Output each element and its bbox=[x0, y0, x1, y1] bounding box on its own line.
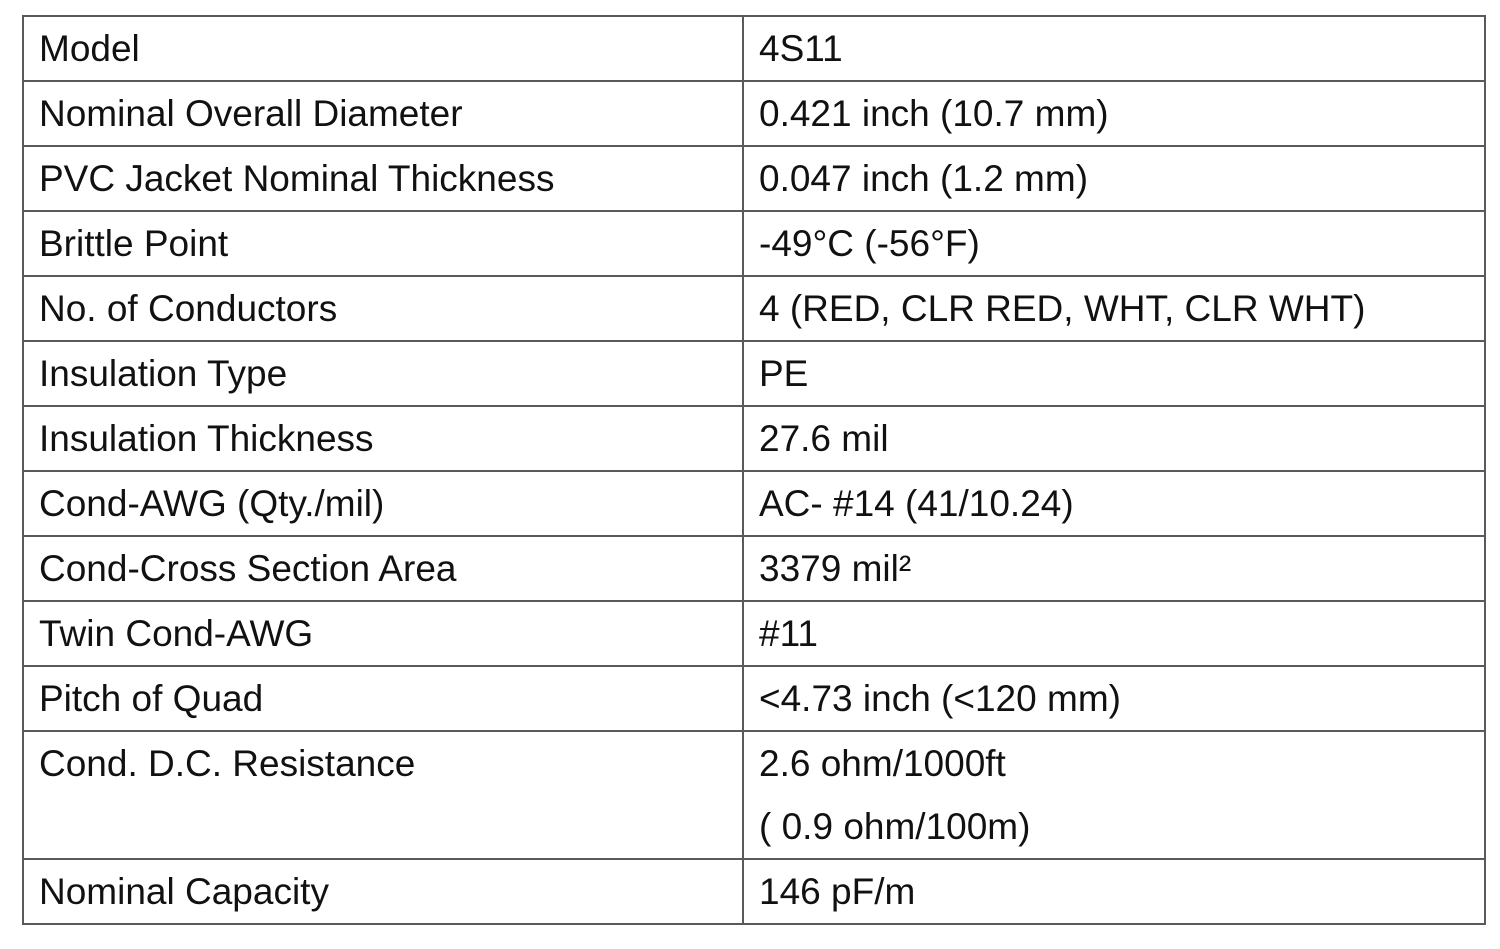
table-row: Model 4S11 bbox=[22, 15, 1486, 82]
table-row: Pitch of Quad <4.73 inch (<120 mm) bbox=[22, 665, 1486, 732]
spec-label: Insulation Type bbox=[22, 340, 744, 407]
table-row: PVC Jacket Nominal Thickness 0.047 inch (… bbox=[22, 145, 1486, 212]
spec-value: 2.6 ohm/1000ft ( 0.9 ohm/100m) bbox=[742, 730, 1486, 860]
spec-value: PE bbox=[742, 340, 1486, 407]
spec-value: 3379 mil² bbox=[742, 535, 1486, 602]
spec-value-line: 4S11 bbox=[759, 28, 843, 69]
spec-value: 4S11 bbox=[742, 15, 1486, 82]
spec-label: Model bbox=[22, 15, 744, 82]
spec-value-line: 146 pF/m bbox=[759, 871, 916, 912]
spec-value-line: <4.73 inch (<120 mm) bbox=[759, 678, 1121, 719]
spec-value-line: AC- #14 (41/10.24) bbox=[759, 483, 1074, 524]
spec-value-line: -49°C (-56°F) bbox=[759, 223, 980, 264]
spec-value: 27.6 mil bbox=[742, 405, 1486, 472]
table-row: No. of Conductors 4 (RED, CLR RED, WHT, C… bbox=[22, 275, 1486, 342]
spec-label: Nominal Overall Diameter bbox=[22, 80, 744, 147]
spec-value-line: 2.6 ohm/1000ft bbox=[759, 743, 1006, 784]
spec-label: Nominal Capacity bbox=[22, 858, 744, 925]
spec-value: -49°C (-56°F) bbox=[742, 210, 1486, 277]
spec-table: Model 4S11 Nominal Overall Diameter 0.421 i… bbox=[22, 15, 1486, 925]
table-row: Cond. D.C. Resistance 2.6 ohm/1000ft ( 0.9… bbox=[22, 730, 1486, 860]
spec-label: Cond-Cross Section Area bbox=[22, 535, 744, 602]
spec-label: Brittle Point bbox=[22, 210, 744, 277]
table-row: Cond-AWG (Qty./mil) AC- #14 (41/10.24) bbox=[22, 470, 1486, 537]
table-row: Insulation Type PE bbox=[22, 340, 1486, 407]
spec-value: 146 pF/m bbox=[742, 858, 1486, 925]
spec-label: PVC Jacket Nominal Thickness bbox=[22, 145, 744, 212]
table-row: Twin Cond-AWG #11 bbox=[22, 600, 1486, 667]
spec-table-body: Model 4S11 Nominal Overall Diameter 0.421 i… bbox=[22, 15, 1486, 925]
spec-value-line: PE bbox=[759, 353, 809, 394]
spec-value: 0.421 inch (10.7 mm) bbox=[742, 80, 1486, 147]
spec-label: Insulation Thickness bbox=[22, 405, 744, 472]
spec-label: No. of Conductors bbox=[22, 275, 744, 342]
spec-label: Cond-AWG (Qty./mil) bbox=[22, 470, 744, 537]
table-row: Cond-Cross Section Area 3379 mil² bbox=[22, 535, 1486, 602]
spec-label: Pitch of Quad bbox=[22, 665, 744, 732]
spec-value-line: 27.6 mil bbox=[759, 418, 889, 459]
spec-value: AC- #14 (41/10.24) bbox=[742, 470, 1486, 537]
spec-value-line: 0.421 inch (10.7 mm) bbox=[759, 93, 1109, 134]
spec-value: 0.047 inch (1.2 mm) bbox=[742, 145, 1486, 212]
spec-value: 4 (RED, CLR RED, WHT, CLR WHT) bbox=[742, 275, 1486, 342]
spec-value: <4.73 inch (<120 mm) bbox=[742, 665, 1486, 732]
spec-value-line: 4 (RED, CLR RED, WHT, CLR WHT) bbox=[759, 288, 1366, 329]
table-row: Nominal Capacity 146 pF/m bbox=[22, 858, 1486, 925]
spec-value-line: 3379 mil² bbox=[759, 548, 912, 589]
spec-value-line: #11 bbox=[759, 613, 818, 654]
table-row: Brittle Point -49°C (-56°F) bbox=[22, 210, 1486, 277]
spec-value-line: ( 0.9 ohm/100m) bbox=[759, 806, 1031, 847]
spec-value-line: 0.047 inch (1.2 mm) bbox=[759, 158, 1089, 199]
spec-label: Cond. D.C. Resistance bbox=[22, 730, 744, 860]
spec-label: Twin Cond-AWG bbox=[22, 600, 744, 667]
table-row: Insulation Thickness 27.6 mil bbox=[22, 405, 1486, 472]
spec-value: #11 bbox=[742, 600, 1486, 667]
table-row: Nominal Overall Diameter 0.421 inch (10.7… bbox=[22, 80, 1486, 147]
